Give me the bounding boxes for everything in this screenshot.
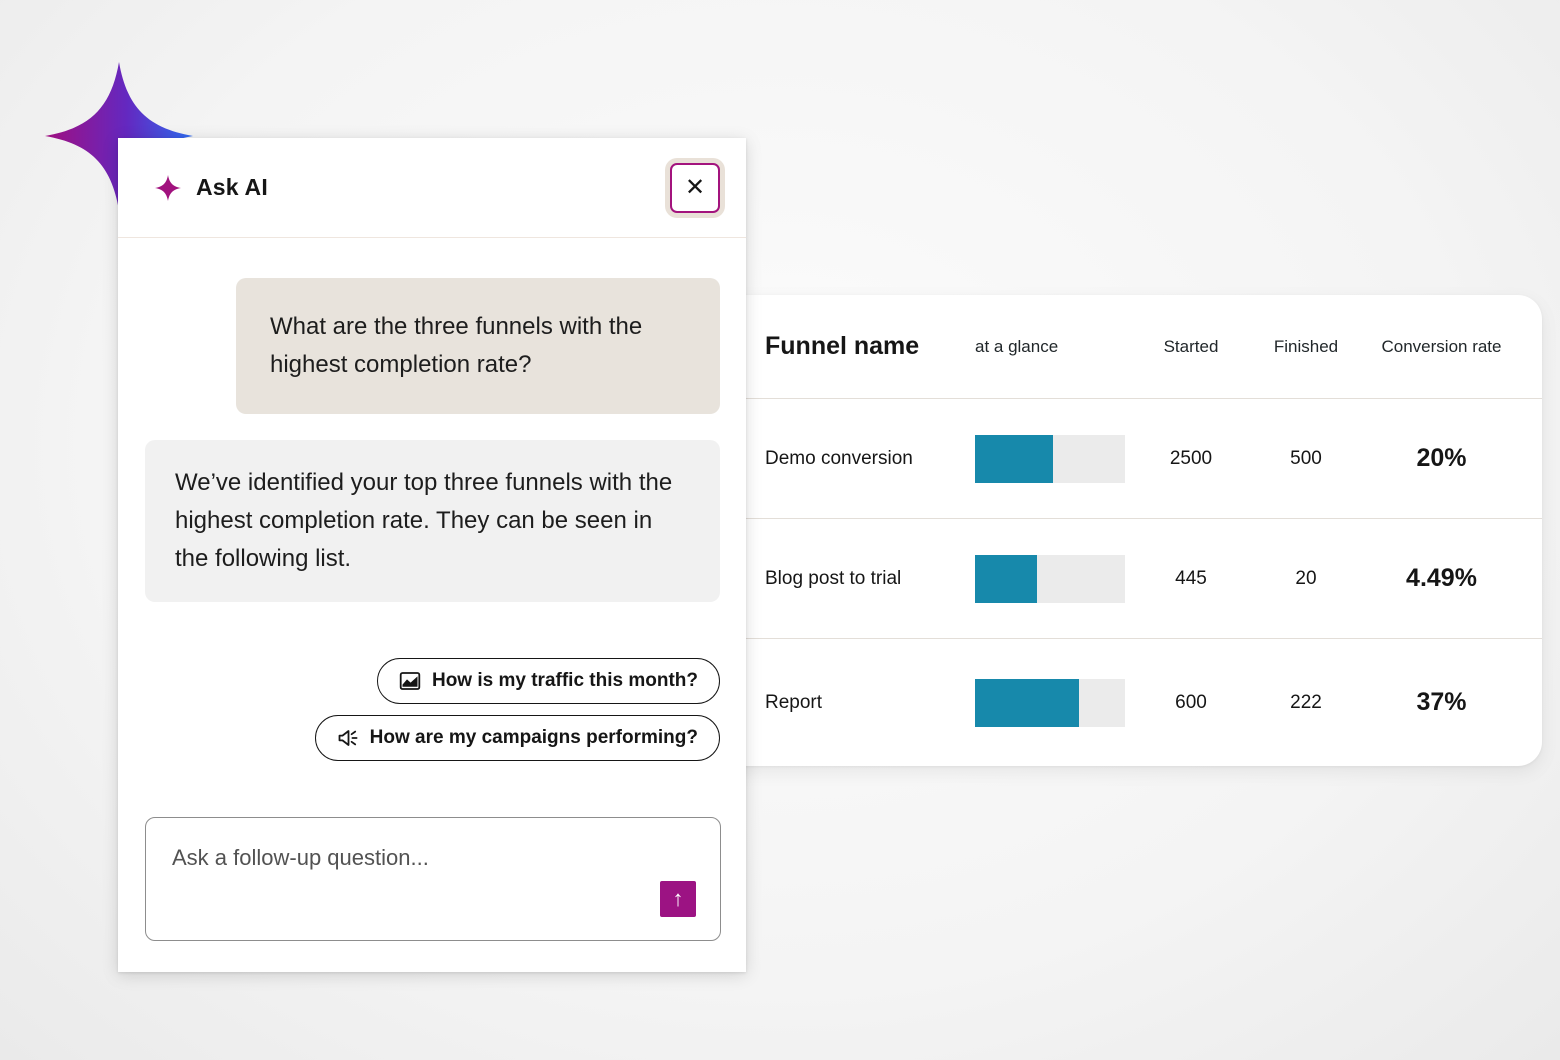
column-header-conversion-rate: Conversion rate [1381,336,1502,356]
funnel-table-card: Funnel name at a glance Started Finished… [700,295,1542,766]
glance-bar-fill [975,554,1037,603]
suggestion-pills: How is my traffic this month? How are my… [145,658,720,761]
conversion-rate-value: 37% [1416,688,1467,716]
suggestion-label: How are my campaigns performing? [369,727,698,748]
glance-bar-track [975,554,1125,603]
glance-bar-track [975,678,1125,727]
finished-value: 222 [1290,691,1322,713]
arrow-up-icon: ↑ [672,886,684,911]
suggestion-campaigns-button[interactable]: How are my campaigns performing? [314,715,720,761]
user-message-bubble: What are the three funnels with the high… [236,278,720,414]
glance-bar-track [975,434,1125,483]
megaphone-icon [338,730,358,746]
started-value: 445 [1175,567,1207,589]
started-value: 2500 [1169,447,1213,469]
ai-response-bubble: We’ve identified your top three funnels … [145,440,720,602]
table-row[interactable]: Report 600 222 37% [700,638,1542,766]
glance-bar-fill [975,434,1053,483]
column-header-funnel-name: Funnel name [765,332,920,360]
close-icon: ✕ [684,174,706,201]
table-row[interactable]: Blog post to trial 445 20 4.49% [700,518,1542,638]
table-header-row: Funnel name at a glance Started Finished… [700,295,1542,398]
area-chart-icon [399,672,421,690]
conversion-rate-value: 20% [1416,444,1467,472]
column-header-started: Started [1163,336,1219,356]
ask-ai-panel: Ask AI ✕ What are the three funnels with… [118,138,746,972]
column-header-finished: Finished [1273,336,1339,356]
ai-sparkle-logo [45,62,193,210]
suggestion-label: How is my traffic this month? [431,670,698,691]
glance-bar-fill [975,678,1079,727]
funnel-name: Demo conversion [765,447,913,469]
column-header-at-a-glance: at a glance [975,336,1059,356]
suggestion-traffic-button[interactable]: How is my traffic this month? [376,658,720,704]
follow-up-input[interactable] [146,818,720,871]
funnel-name: Report [765,691,823,713]
conversation-area: What are the three funnels with the high… [118,238,746,972]
follow-up-composer: ↑ [145,817,721,941]
table-row[interactable]: Demo conversion 2500 500 20% [700,398,1542,518]
finished-value: 500 [1290,447,1322,469]
panel-title: Ask AI [196,174,268,200]
finished-value: 20 [1295,567,1317,589]
sparkle-icon [155,174,181,201]
ask-ai-header: Ask AI ✕ [118,138,746,238]
conversion-rate-value: 4.49% [1406,564,1477,592]
started-value: 600 [1175,691,1207,713]
funnel-name: Blog post to trial [765,567,902,589]
send-button[interactable]: ↑ [660,881,696,917]
close-button[interactable]: ✕ [670,163,720,213]
